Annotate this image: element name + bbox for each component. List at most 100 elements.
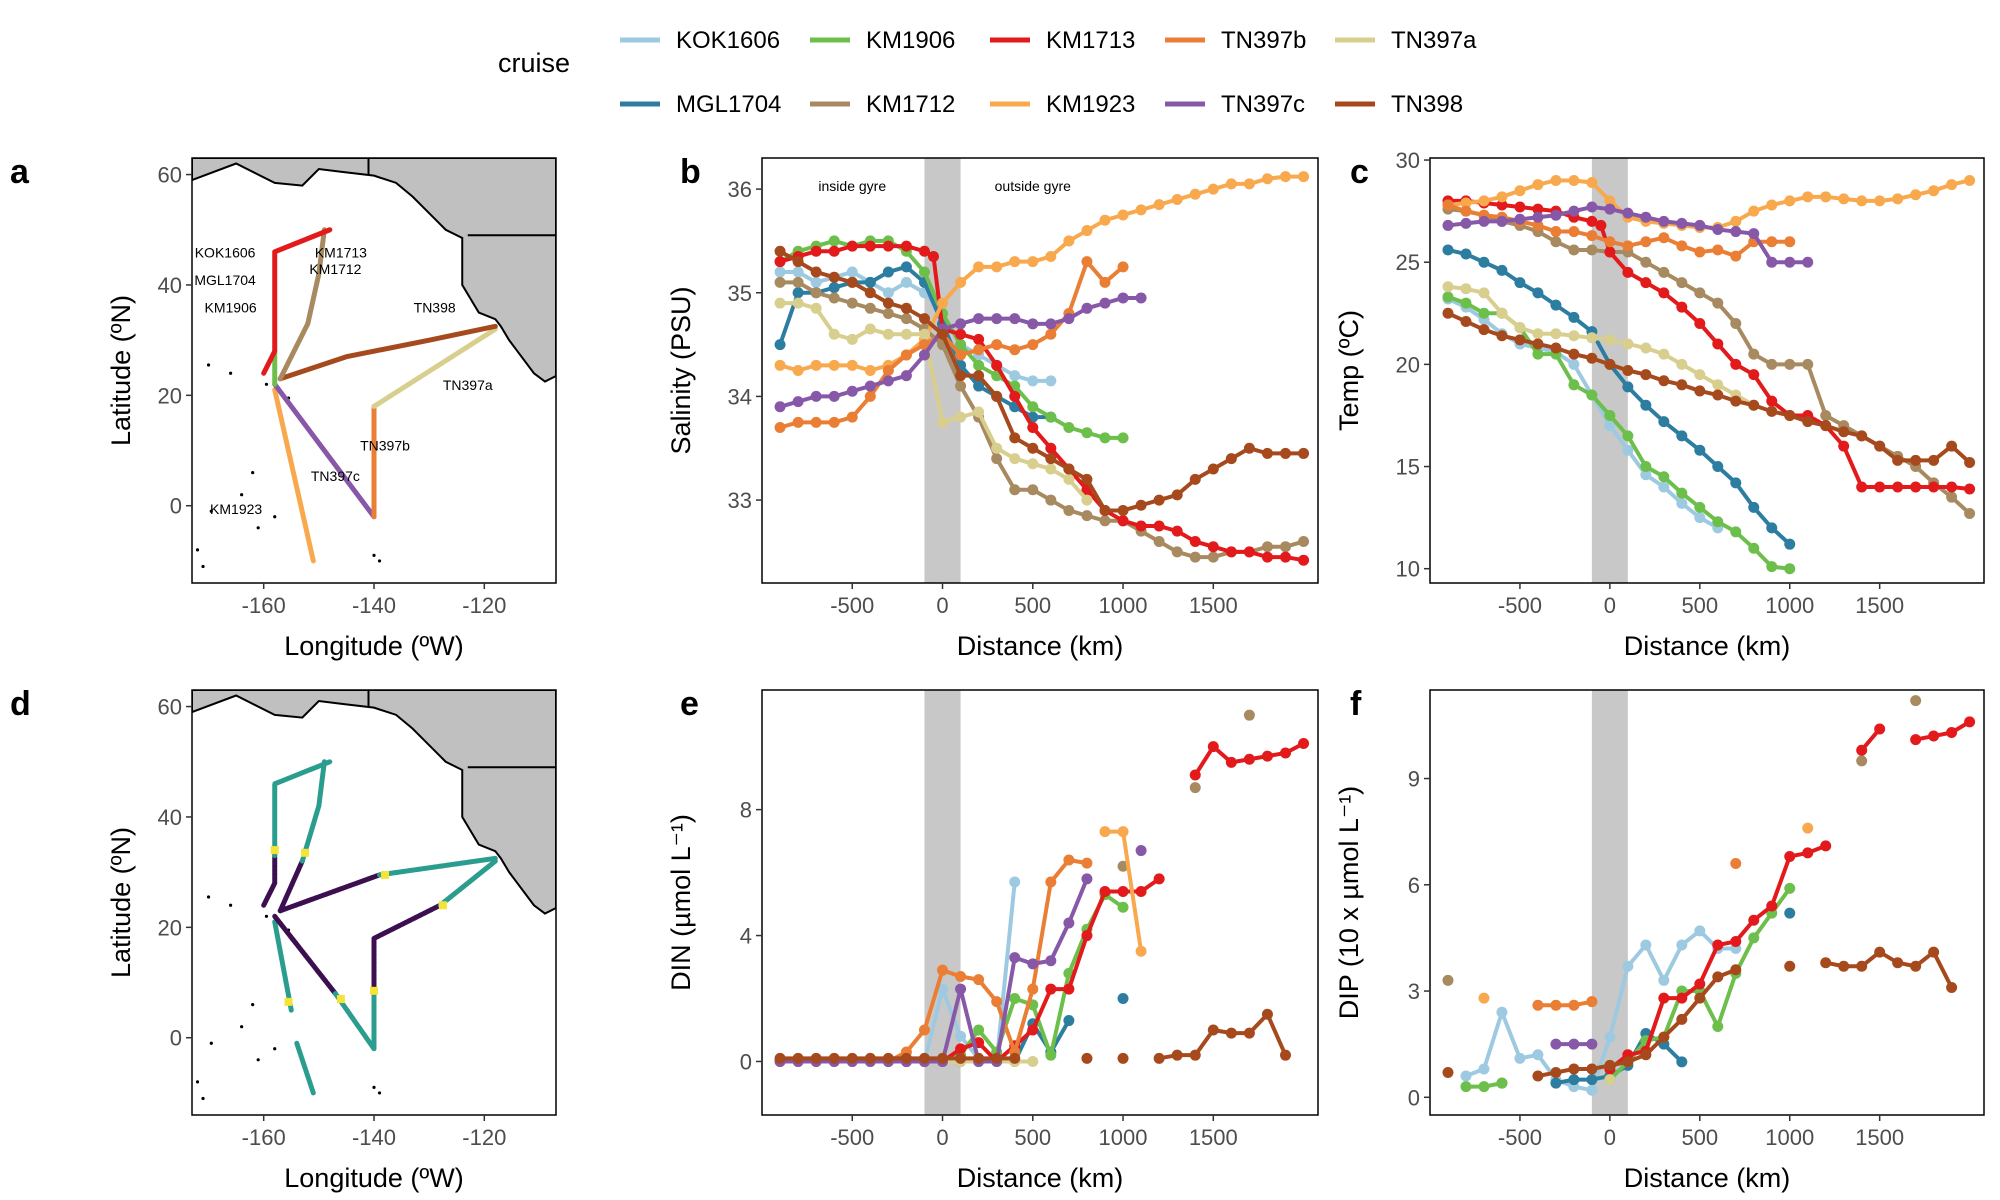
- data-point-tn397c: [1063, 313, 1075, 325]
- track-km1713: [261, 227, 333, 376]
- data-point-km1923: [1280, 171, 1292, 183]
- data-point-tn397b: [973, 974, 985, 986]
- island: [251, 1003, 255, 1007]
- data-point-tn398: [973, 1052, 985, 1064]
- data-point-tn397c: [1081, 302, 1093, 314]
- data-point-km1906: [1784, 563, 1796, 575]
- data-point-km1713: [1225, 756, 1237, 768]
- gyre-boundary-marker: [381, 870, 390, 879]
- data-point-tn398: [1478, 324, 1490, 336]
- data-point-km1923: [1261, 173, 1273, 185]
- series-line-kok1606: [1465, 928, 1736, 1093]
- data-point-tn397a: [1514, 322, 1526, 334]
- data-point-km1923: [1928, 185, 1940, 197]
- data-point-km1713: [1514, 201, 1526, 213]
- data-point-tn398: [1081, 1052, 1093, 1064]
- data-point-tn398: [864, 287, 876, 299]
- data-point-tn397b: [846, 411, 858, 423]
- data-point-mgl1704: [1586, 1074, 1598, 1086]
- data-point-km1923: [1045, 250, 1057, 262]
- data-point-tn397a: [973, 406, 985, 418]
- data-point-km1713: [1658, 287, 1670, 299]
- data-point-km1923: [1514, 185, 1526, 197]
- data-point-tn397a: [1063, 473, 1075, 485]
- x-tick-label: -120: [462, 593, 506, 618]
- data-point-tn397a: [1442, 281, 1454, 293]
- data-point-tn397c: [1730, 226, 1742, 238]
- data-point-km1712: [1586, 244, 1598, 256]
- data-point-tn398: [1171, 1049, 1183, 1061]
- data-point-km1713: [1910, 734, 1922, 746]
- data-point-km1923: [1892, 193, 1904, 205]
- data-point-km1713: [927, 250, 939, 262]
- data-point-km1713: [1910, 481, 1922, 493]
- data-point-km1923: [846, 359, 858, 371]
- data-point-tn397b: [1045, 328, 1057, 340]
- data-point-km1923: [1298, 171, 1310, 183]
- data-point-km1906: [1099, 432, 1111, 444]
- data-point-kok1606: [1604, 420, 1616, 432]
- data-point-tn398: [900, 1052, 912, 1064]
- track-segment-outside: [272, 919, 294, 1013]
- data-point-km1713: [1243, 753, 1255, 765]
- data-point-km1713: [1586, 215, 1598, 227]
- data-point-tn398: [1712, 389, 1724, 401]
- data-point-km1923: [1099, 826, 1111, 838]
- data-point-tn397c: [810, 390, 822, 402]
- x-tick-label: -120: [462, 1125, 506, 1150]
- y-tick-label: 8: [740, 798, 752, 823]
- data-point-km1713: [1117, 515, 1129, 527]
- data-point-tn397b: [918, 339, 930, 351]
- data-point-km1923: [1910, 189, 1922, 201]
- data-point-tn397c: [900, 370, 912, 382]
- data-point-km1713: [1676, 992, 1688, 1004]
- data-point-km1713: [918, 245, 930, 257]
- data-point-tn398: [1586, 1063, 1598, 1075]
- data-point-tn397a: [1604, 334, 1616, 346]
- x-tick-label: 500: [1014, 1125, 1051, 1150]
- panel-label-f: f: [1350, 685, 1362, 723]
- data-point-tn398: [1568, 1063, 1580, 1075]
- y-tick-label: 25: [1396, 250, 1420, 275]
- panel-f: -500 0 500 1000 1500 0 3 6 9 Distance (km) DIP (10…: [1334, 689, 1985, 1193]
- data-point-km1713: [1622, 266, 1634, 278]
- data-point-tn397c: [828, 390, 840, 402]
- data-point-km1923: [1460, 197, 1472, 209]
- data-point-tn397a: [774, 297, 786, 309]
- track-segment-inside: [371, 902, 443, 991]
- data-point-mgl1704: [792, 287, 804, 299]
- data-point-tn398: [1910, 454, 1922, 466]
- data-point-tn397b: [1676, 240, 1688, 252]
- x-tick-label: 1500: [1189, 593, 1238, 618]
- data-point-km1712: [1856, 755, 1868, 767]
- island: [273, 515, 277, 519]
- data-point-km1712: [1189, 782, 1201, 794]
- data-point-km1712: [955, 380, 967, 392]
- data-point-tn397c: [1748, 228, 1760, 240]
- data-point-tn398: [810, 266, 822, 278]
- data-point-tn397c: [1604, 203, 1616, 215]
- y-tick-label: 40: [158, 273, 182, 298]
- data-point-km1713: [1640, 277, 1652, 289]
- data-point-km1713: [1946, 481, 1958, 493]
- data-point-kok1606: [1640, 469, 1652, 481]
- data-point-tn398: [1189, 1049, 1201, 1061]
- track-km1712: [277, 227, 327, 382]
- data-point-km1923: [973, 261, 985, 273]
- x-axis-title: Longitude (ºW): [284, 1163, 463, 1193]
- legend-label-mgl1704: MGL1704: [676, 91, 781, 118]
- data-point-km1906: [955, 339, 967, 351]
- panel-label-c: c: [1350, 153, 1369, 191]
- data-point-tn397a: [1478, 287, 1490, 299]
- data-point-kok1606: [1478, 1063, 1490, 1075]
- data-point-tn398: [1081, 473, 1093, 485]
- data-point-km1712: [1712, 297, 1724, 309]
- data-point-km1906: [1009, 993, 1021, 1005]
- data-point-km1923: [1964, 174, 1976, 186]
- data-point-tn398: [1189, 473, 1201, 485]
- data-point-tn398: [1838, 426, 1850, 438]
- data-point-km1906: [973, 1024, 985, 1036]
- data-point-km1713: [1820, 840, 1832, 852]
- panel-label-d: d: [10, 685, 31, 723]
- data-point-km1712: [1063, 504, 1075, 516]
